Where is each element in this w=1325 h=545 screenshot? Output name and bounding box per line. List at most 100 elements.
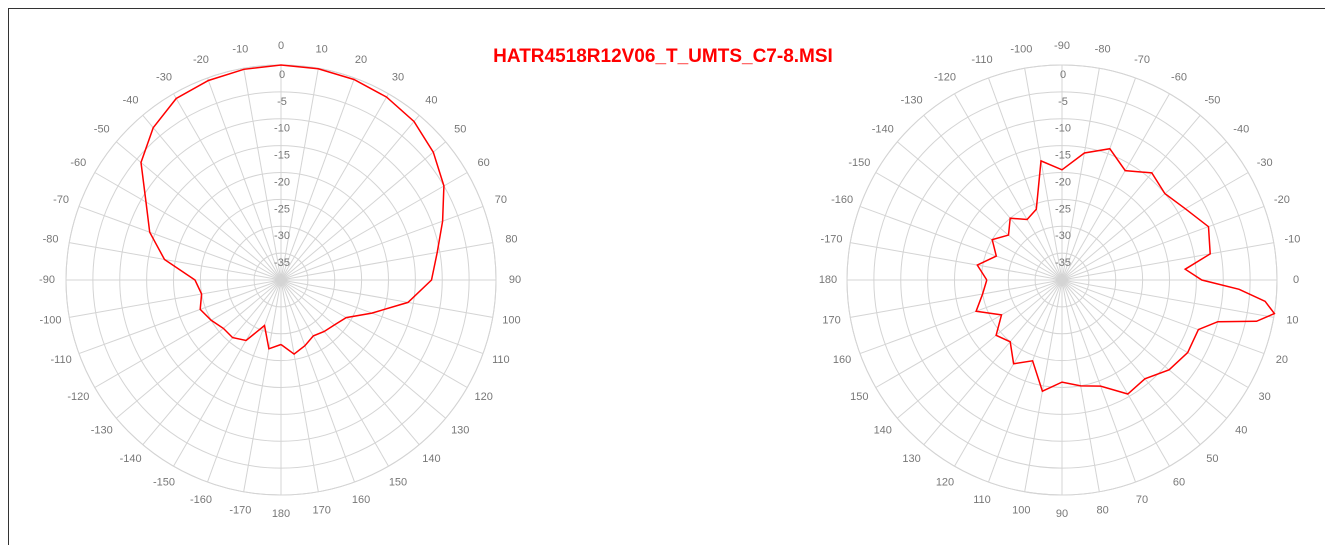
angle-tick-label: 50 xyxy=(454,123,466,135)
angle-tick-label: 130 xyxy=(451,424,469,436)
r-tick-label: -5 xyxy=(277,96,287,108)
ring xyxy=(980,198,1144,362)
angle-tick-label: 160 xyxy=(352,494,370,506)
angle-tick-label: 120 xyxy=(474,391,492,403)
angle-tick-label: 130 xyxy=(902,453,920,465)
polar-chart: 0 -5 -10 -15 -20 -25 -30 -35 -170 -160 -150 -140 -13… xyxy=(819,40,1301,520)
r-tick-label: -35 xyxy=(1055,257,1071,269)
ring xyxy=(873,91,1251,469)
angle-tick-label: 180 xyxy=(819,274,837,286)
angle-tick-label: -120 xyxy=(934,71,956,83)
angle-tick-label: 40 xyxy=(1235,424,1247,436)
r-tick-label: -10 xyxy=(274,123,290,135)
angle-tick-label: 70 xyxy=(495,194,507,206)
angle-tick-label: 110 xyxy=(973,494,991,506)
ring xyxy=(199,198,363,362)
ring xyxy=(900,118,1224,442)
r-tick-label: -35 xyxy=(274,257,290,269)
angle-tick-label: -30 xyxy=(156,71,172,83)
angle-tick-label: -150 xyxy=(848,157,870,169)
angle-tick-label: -140 xyxy=(120,453,142,465)
angle-tick-label: -160 xyxy=(831,194,853,206)
ring xyxy=(253,252,309,308)
angle-tick-label: -150 xyxy=(153,477,175,489)
angle-tick-label: 140 xyxy=(874,424,892,436)
angle-tick-label: 100 xyxy=(502,315,520,327)
angle-tick-label: 170 xyxy=(312,504,330,516)
angle-tick-label: 90 xyxy=(1056,508,1068,520)
ring xyxy=(146,145,416,415)
ring xyxy=(1007,225,1117,335)
angle-tick-label: 10 xyxy=(316,43,328,55)
angle-tick-label: -10 xyxy=(232,43,248,55)
angle-tick-label: -130 xyxy=(91,424,113,436)
r-tick-label: 0 xyxy=(279,69,285,81)
angle-tick-label: -100 xyxy=(40,315,62,327)
angle-tick-label: -20 xyxy=(193,54,209,66)
angle-tick-label: 70 xyxy=(1136,494,1148,506)
angle-tick-label: -100 xyxy=(1010,43,1032,55)
r-tick-label: -20 xyxy=(274,176,290,188)
pattern-line xyxy=(140,64,445,356)
angle-tick-label: 60 xyxy=(478,157,490,169)
angle-tick-label: -160 xyxy=(190,494,212,506)
angle-tick-label: -80 xyxy=(1095,43,1111,55)
angle-tick-label: 100 xyxy=(1012,504,1030,516)
angle-tick-label: -30 xyxy=(1257,157,1273,169)
r-tick-label: -25 xyxy=(1055,203,1071,215)
angle-tick-label: 120 xyxy=(936,477,954,489)
angle-tick-label: -90 xyxy=(1054,40,1070,52)
angle-tick-label: -50 xyxy=(94,123,110,135)
angle-tick-label: -90 xyxy=(39,274,55,286)
ring xyxy=(92,91,470,469)
r-tick-label: -30 xyxy=(274,230,290,242)
angle-tick-label: 170 xyxy=(822,315,840,327)
ring xyxy=(954,172,1170,388)
angle-tick-label: 110 xyxy=(492,354,510,366)
angle-tick-label: 60 xyxy=(1173,477,1185,489)
ring xyxy=(226,225,336,335)
angle-tick-label: 160 xyxy=(833,354,851,366)
r-tick-label: -30 xyxy=(1055,230,1071,242)
r-tick-label: -25 xyxy=(274,203,290,215)
pattern-line xyxy=(975,147,1276,395)
angle-tick-label: -140 xyxy=(872,123,894,135)
angle-tick-label: 30 xyxy=(392,71,404,83)
angle-tick-label: -70 xyxy=(1134,54,1150,66)
r-tick-label: -15 xyxy=(1055,150,1071,162)
r-tick-label: -15 xyxy=(274,150,290,162)
angle-tick-label: 150 xyxy=(389,477,407,489)
angle-tick-label: -10 xyxy=(1284,233,1300,245)
angle-tick-label: 140 xyxy=(422,453,440,465)
angle-tick-label: -70 xyxy=(53,194,69,206)
angle-tick-label: -110 xyxy=(51,354,72,366)
angle-tick-label: 90 xyxy=(509,274,521,286)
angle-tick-label: -50 xyxy=(1204,95,1220,107)
angle-tick-label: -130 xyxy=(901,95,923,107)
angle-tick-label: 80 xyxy=(505,233,517,245)
polar-chart: 0 -5 -10 -15 -20 -25 -30 -35 -170 -160 -150 -140 -13… xyxy=(39,40,521,520)
angle-tick-label: 30 xyxy=(1259,391,1271,403)
angle-tick-label: 0 xyxy=(278,40,284,52)
r-tick-label: 0 xyxy=(1060,69,1066,81)
ring xyxy=(173,172,389,388)
angle-tick-label: -170 xyxy=(821,233,843,245)
ring xyxy=(846,64,1278,496)
angle-tick-label: -170 xyxy=(229,504,251,516)
angle-tick-label: -80 xyxy=(43,233,59,245)
angle-tick-label: 50 xyxy=(1206,453,1218,465)
angle-tick-label: 20 xyxy=(355,54,367,66)
angle-tick-label: 0 xyxy=(1293,274,1299,286)
angle-tick-label: -60 xyxy=(70,157,86,169)
angle-tick-label: -40 xyxy=(123,95,139,107)
angle-tick-label: 150 xyxy=(850,391,868,403)
angle-tick-label: -60 xyxy=(1171,71,1187,83)
r-tick-label: -20 xyxy=(1055,176,1071,188)
r-tick-label: -5 xyxy=(1058,96,1068,108)
angle-tick-label: 180 xyxy=(272,508,290,520)
angle-tick-label: -20 xyxy=(1274,194,1290,206)
r-tick-label: -10 xyxy=(1055,123,1071,135)
ring xyxy=(119,118,443,442)
angle-tick-label: -120 xyxy=(67,391,89,403)
ring xyxy=(927,145,1197,415)
